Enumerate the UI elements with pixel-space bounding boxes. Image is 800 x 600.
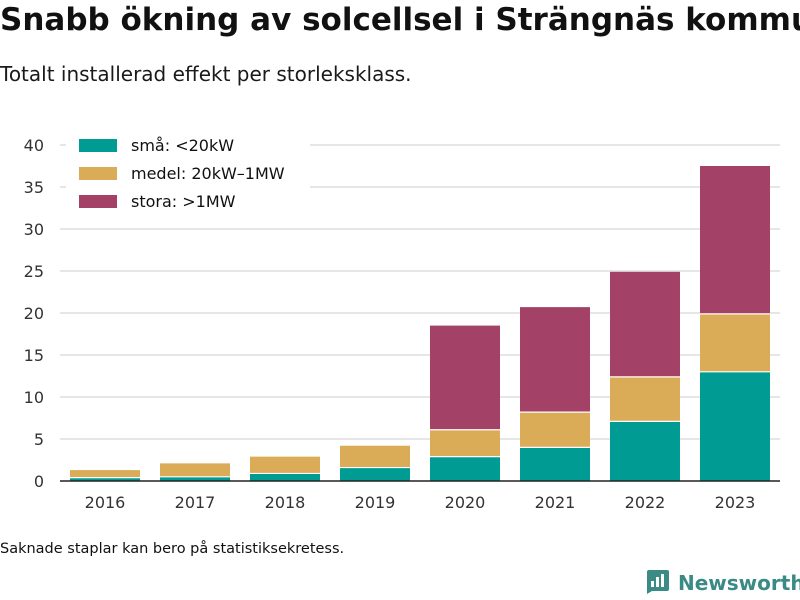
x-tick-label: 2020: [445, 493, 486, 512]
x-tick-label: 2018: [265, 493, 306, 512]
y-tick-label: 30: [24, 220, 44, 239]
bar-segment-2021-1: [520, 412, 590, 448]
y-tick-label: 10: [24, 388, 44, 407]
newsworthy-icon: [644, 568, 670, 598]
bar-segment-2023-2: [700, 166, 770, 314]
x-tick-label: 2022: [625, 493, 666, 512]
bar-segment-2016-0: [70, 477, 140, 481]
chart-title: Snabb ökning av solcellsel i Strängnäs k…: [0, 2, 800, 38]
y-tick-label: 5: [34, 430, 44, 449]
y-tick-label: 40: [24, 136, 44, 155]
y-tick-label: 35: [24, 178, 44, 197]
bar-segment-2022-2: [610, 271, 680, 377]
bar-segment-2023-1: [700, 313, 770, 372]
legend-label: medel: 20kW–1MW: [131, 164, 285, 183]
bars: [70, 166, 770, 481]
y-tick-label: 20: [24, 304, 44, 323]
y-tick-label: 15: [24, 346, 44, 365]
brand-name: Newsworthy: [678, 571, 800, 595]
bar-segment-2020-2: [430, 325, 500, 430]
x-tick-label: 2016: [85, 493, 126, 512]
y-tick-label: 0: [34, 472, 44, 491]
footnote: Saknade staplar kan bero på statistiksek…: [0, 541, 345, 557]
bar-segment-2020-0: [430, 456, 500, 481]
legend: små: <20kW medel: 20kW–1MW stora: >1MW: [66, 131, 310, 218]
chart-subtitle: Totalt installerad effekt per storlekskl…: [0, 62, 412, 86]
y-axis: 0 5 10 15 20 25 30 35 40: [24, 136, 44, 491]
bar-segment-2018-1: [250, 456, 320, 474]
bar-segment-2020-1: [430, 429, 500, 457]
legend-label: små: <20kW: [131, 136, 234, 155]
bar-segment-2019-0: [340, 467, 410, 481]
bar-segment-2016-1: [70, 470, 140, 478]
bar-segment-2017-1: [160, 463, 230, 477]
x-axis: 2016 2017 2018 2019 2020 2021 2022 2023: [60, 480, 780, 512]
bar-segment-2022-0: [610, 421, 680, 481]
bar-segment-2021-2: [520, 307, 590, 413]
x-tick-label: 2017: [175, 493, 216, 512]
bar-segment-2019-1: [340, 445, 410, 468]
y-tick-label: 25: [24, 262, 44, 281]
x-tick-label: 2023: [715, 493, 756, 512]
legend-swatch: [79, 139, 117, 152]
x-tick-label: 2019: [355, 493, 396, 512]
bar-segment-2022-1: [610, 376, 680, 422]
bar-segment-2018-0: [250, 473, 320, 481]
legend-swatch: [79, 167, 117, 180]
x-tick-label: 2021: [535, 493, 576, 512]
bar-segment-2021-0: [520, 447, 590, 481]
bar-segment-2017-0: [160, 476, 230, 481]
legend-swatch: [79, 195, 117, 208]
legend-label: stora: >1MW: [131, 192, 236, 211]
bar-segment-2023-0: [700, 371, 770, 481]
newsworthy-logo[interactable]: Newsworthy: [644, 568, 800, 598]
